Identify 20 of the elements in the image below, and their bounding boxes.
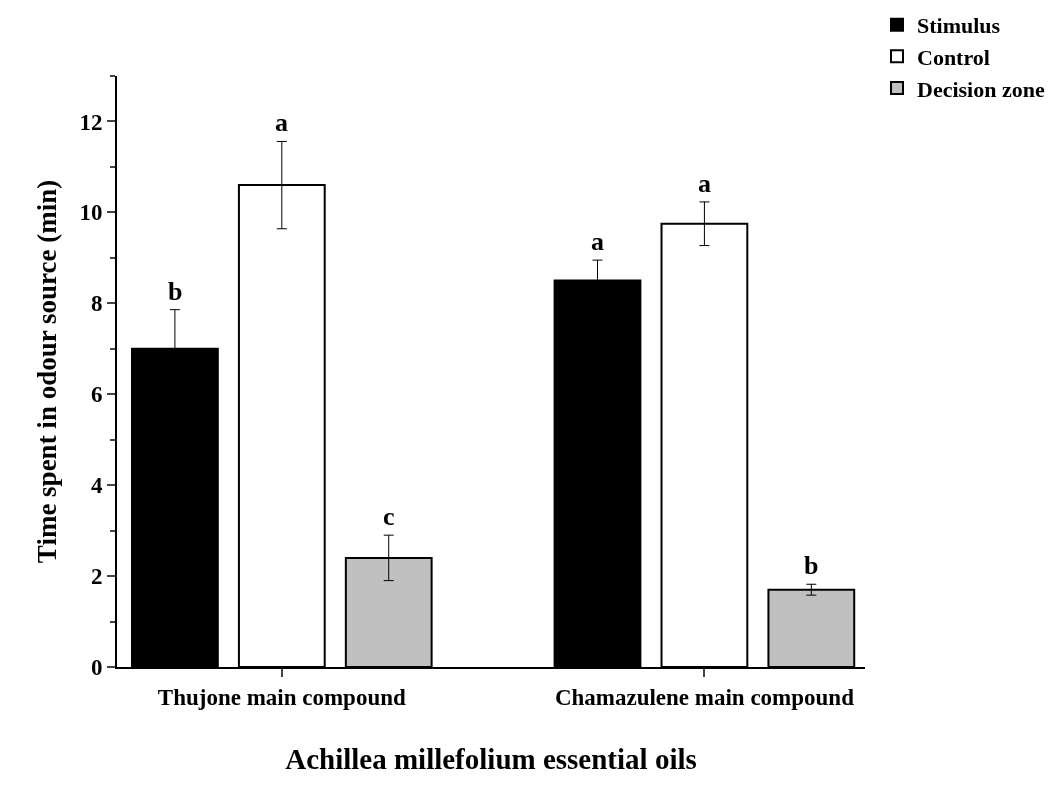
legend-label: Decision zone bbox=[917, 76, 1045, 102]
data-label: c bbox=[383, 502, 395, 531]
y-tick-label: 12 bbox=[79, 109, 103, 135]
x-tick-label: Thujone main compound bbox=[157, 684, 406, 710]
y-tick-label: 0 bbox=[90, 655, 103, 681]
y-axis-title: Time spent in odour source (min) bbox=[31, 179, 62, 564]
y-tick-label: 6 bbox=[90, 382, 103, 408]
legend-label: Control bbox=[917, 44, 990, 70]
y-tick-label: 10 bbox=[79, 200, 103, 226]
data-label: b bbox=[168, 277, 183, 306]
x-axis-title: Achillea millefolium essential oils bbox=[285, 742, 697, 775]
x-tick-label: Chamazulene main compound bbox=[554, 684, 855, 710]
data-label: a bbox=[591, 227, 604, 256]
y-tick-label: 8 bbox=[90, 291, 103, 317]
y-tick-label: 2 bbox=[90, 564, 103, 590]
data-label: b bbox=[804, 551, 819, 580]
y-tick-label: 4 bbox=[90, 473, 103, 499]
data-label: a bbox=[698, 169, 711, 198]
legend-label: Stimulus bbox=[917, 13, 1001, 39]
data-label: a bbox=[275, 108, 288, 137]
